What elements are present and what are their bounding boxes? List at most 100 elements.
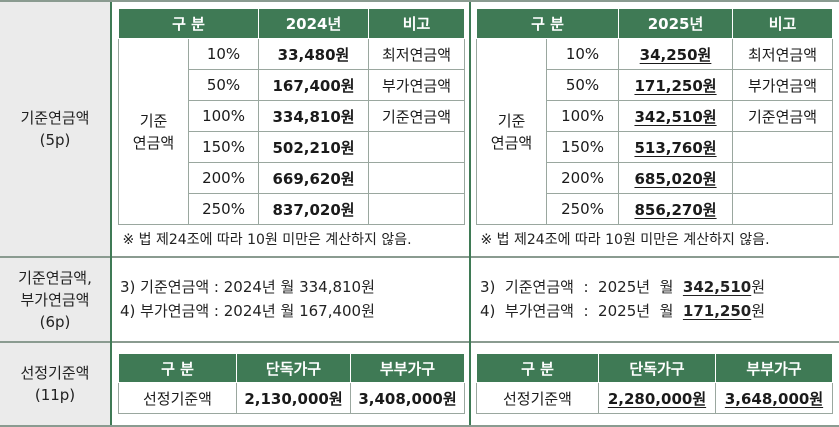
group-label-line: 기준 [139, 111, 168, 130]
value-text: 685,020원 [634, 169, 717, 188]
year-column-divider [469, 2, 471, 425]
value-cell: 34,250원 [618, 38, 734, 70]
section2-2025: 3) 기준연금액 : 2025년 월 342,510원 4) 부가연금액 : 2… [480, 275, 765, 323]
header-category: 구 분 [117, 8, 260, 39]
note-cell [732, 131, 834, 163]
note-cell: 부가연금액 [732, 69, 834, 101]
pct-cell: 250% [545, 193, 620, 225]
row1-bottom-border [0, 256, 839, 258]
row-label-line: (5p) [39, 131, 71, 149]
criteria-label: 선정기준액 [118, 382, 237, 414]
line-prefix: 4) 부가연금액 : 2025년 월 [480, 302, 683, 320]
header-year: 2025년 [618, 8, 734, 39]
header-couple: 부부가구 [715, 353, 833, 383]
value-cell: 33,480원 [258, 38, 370, 70]
note-cell: 최저연금액 [732, 38, 834, 70]
header-year: 2024년 [258, 8, 370, 39]
value-text: 513,760원 [634, 138, 717, 157]
pct-cell: 200% [545, 162, 620, 194]
header-note: 비고 [368, 8, 466, 39]
row-label-base-additional: 기준연금액, 부가연금액 (6p) [0, 258, 110, 341]
value-cell: 167,400원 [258, 69, 370, 101]
bottom-border [0, 425, 839, 427]
top-border [0, 0, 839, 2]
value-text: 34,250원 [639, 45, 712, 64]
note-cell [368, 131, 466, 163]
line-value: 342,510 [682, 278, 752, 296]
line-additional-2024: 4) 부가연금액 : 2024년 월 167,400원 [120, 302, 375, 320]
value-text: 2,280,000원 [607, 389, 707, 408]
pct-cell: 150% [545, 131, 620, 163]
row-label-line: (6p) [39, 312, 71, 331]
table-2024-criteria: 구 분 단독가구 부부가구 선정기준액 2,130,000원 3,408,000… [118, 353, 465, 414]
row-label-line: (11p) [34, 386, 76, 404]
header-single: 단독가구 [598, 353, 716, 383]
row-label-line: 기준연금액, [18, 268, 92, 287]
label-column-divider [110, 2, 112, 425]
line-value: 171,250 [682, 302, 752, 320]
note-cell: 기준연금액 [368, 100, 466, 132]
line-additional-2025: 4) 부가연금액 : 2025년 월 171,250원 [480, 299, 765, 323]
criteria-label: 선정기준액 [476, 382, 599, 414]
couple-value: 3,408,000원 [350, 382, 465, 414]
line-suffix: 원 [751, 302, 766, 320]
pct-cell: 50% [545, 69, 620, 101]
row2-bottom-border [0, 341, 839, 343]
value-cell: 856,270원 [618, 193, 734, 225]
header-category: 구 분 [475, 8, 620, 39]
note-cell [732, 193, 834, 225]
value-cell: 513,760원 [618, 131, 734, 163]
footnote: ※ 법 제24조에 따라 10원 미만은 계산하지 않음. [480, 231, 770, 248]
row-label-line: 부가연금액 [20, 290, 90, 309]
group-label-line: 연금액 [490, 133, 533, 152]
note-cell [368, 193, 466, 225]
row-label-line: 기준연금액 [20, 109, 90, 127]
table-2025-pension: 구 분 2025년 비고 기준 연금액 10% 34,250원 최저연금액 50… [475, 8, 834, 253]
group-label: 기준 연금액 [476, 38, 547, 225]
group-label-line: 기준 [497, 111, 526, 130]
value-cell: 171,250원 [618, 69, 734, 101]
header-single: 단독가구 [236, 353, 351, 383]
group-label-line: 연금액 [132, 133, 175, 152]
pct-cell: 150% [187, 131, 260, 163]
value-text: 171,250원 [634, 76, 717, 95]
pct-cell: 200% [187, 162, 260, 194]
row-label-criteria: 선정기준액 (11p) [0, 343, 110, 425]
line-prefix: 3) 기준연금액 : 2025년 월 [480, 278, 683, 296]
value-cell: 669,620원 [258, 162, 370, 194]
row-label-base-pension: 기준연금액 (5p) [0, 2, 110, 256]
value-text: 3,648,000원 [724, 389, 824, 408]
value-text: 856,270원 [634, 200, 717, 219]
pct-cell: 10% [545, 38, 620, 70]
value-text: 342,510원 [634, 107, 717, 126]
header-category: 구 분 [118, 353, 237, 383]
pct-cell: 250% [187, 193, 260, 225]
header-couple: 부부가구 [350, 353, 465, 383]
pct-cell: 100% [187, 100, 260, 132]
value-cell: 685,020원 [618, 162, 734, 194]
pct-cell: 10% [187, 38, 260, 70]
section2-2024: 3) 기준연금액 : 2024년 월 334,810원 4) 부가연금액 : 2… [120, 275, 375, 323]
value-cell: 502,210원 [258, 131, 370, 163]
note-cell: 기준연금액 [732, 100, 834, 132]
header-category: 구 분 [476, 353, 599, 383]
header-note: 비고 [732, 8, 834, 39]
value-cell: 837,020원 [258, 193, 370, 225]
row-label-line: 선정기준액 [20, 364, 90, 382]
table-2025-criteria: 구 분 단독가구 부부가구 선정기준액 2,280,000원 3,648,000… [476, 353, 833, 414]
note-cell: 최저연금액 [368, 38, 466, 70]
value-cell: 342,510원 [618, 100, 734, 132]
line-base-2025: 3) 기준연금액 : 2025년 월 342,510원 [480, 275, 765, 299]
group-label: 기준 연금액 [118, 38, 189, 225]
line-base-2024: 3) 기준연금액 : 2024년 월 334,810원 [120, 278, 375, 296]
footnote: ※ 법 제24조에 따라 10원 미만은 계산하지 않음. [122, 231, 412, 248]
pct-cell: 50% [187, 69, 260, 101]
note-cell [368, 162, 466, 194]
note-cell: 부가연금액 [368, 69, 466, 101]
note-cell [732, 162, 834, 194]
table-2024-pension: 구 분 2024년 비고 기준 연금액 10% 33,480원 최저연금액 50… [117, 8, 466, 253]
single-value: 2,130,000원 [236, 382, 351, 414]
pct-cell: 100% [545, 100, 620, 132]
single-value: 2,280,000원 [598, 382, 716, 414]
